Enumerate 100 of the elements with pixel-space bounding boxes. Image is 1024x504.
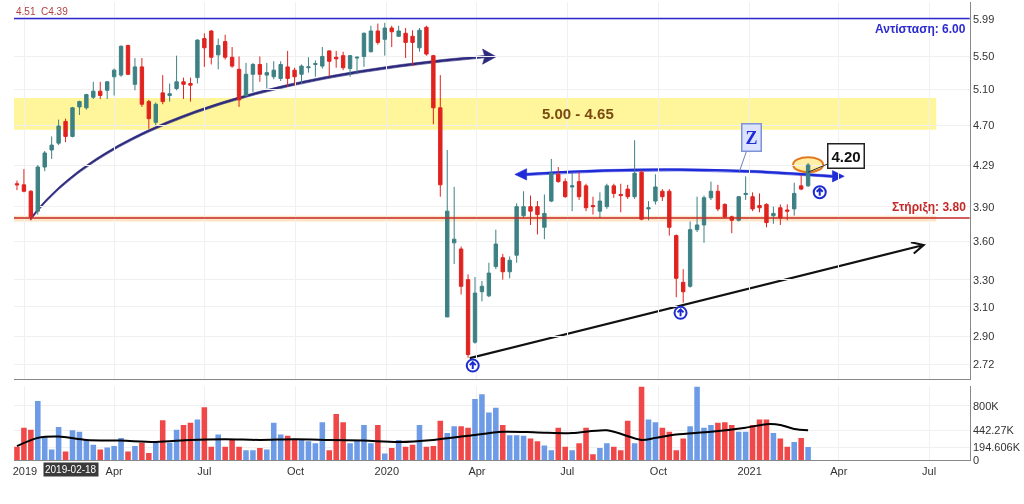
candlestick xyxy=(285,50,290,88)
x-tick-label: Apr xyxy=(105,464,124,477)
candlestick xyxy=(56,119,61,146)
x-tick-label: Jul xyxy=(560,464,575,477)
x-tick-label: Apr xyxy=(830,464,848,477)
candlestick xyxy=(778,203,783,226)
candlestick xyxy=(313,59,318,78)
candlestick xyxy=(465,273,471,359)
candlestick xyxy=(653,173,658,205)
bar xyxy=(125,451,131,461)
candlestick xyxy=(625,184,630,200)
candlestick xyxy=(486,262,492,298)
bar xyxy=(534,441,541,461)
candlestick xyxy=(764,202,769,228)
candlestick xyxy=(674,233,679,298)
candlestick xyxy=(798,174,804,191)
annotation: 4.20 xyxy=(831,147,861,165)
candlestick xyxy=(493,229,499,270)
candlestick xyxy=(556,166,561,184)
candlestick xyxy=(611,183,616,199)
candlestick xyxy=(479,280,485,302)
candlestick xyxy=(132,57,138,91)
candlestick xyxy=(250,62,256,93)
candlestick xyxy=(42,150,47,172)
x-tick-label: 2019 xyxy=(12,464,38,477)
candlestick xyxy=(361,32,367,68)
y-tick-label: 5.99 xyxy=(972,13,995,26)
bar xyxy=(382,453,388,461)
candlestick xyxy=(28,189,34,221)
annotation: Z xyxy=(745,127,758,148)
candlestick xyxy=(417,27,422,53)
candlestick xyxy=(660,188,665,202)
candlestick xyxy=(646,200,651,221)
candlestick xyxy=(139,57,145,108)
candlestick xyxy=(236,55,242,108)
candlestick xyxy=(299,63,304,84)
candlestick xyxy=(195,38,200,84)
bar xyxy=(791,441,797,461)
candlestick xyxy=(340,51,346,71)
candlestick xyxy=(403,27,408,59)
bar xyxy=(805,447,811,461)
bar xyxy=(375,424,381,461)
candlestick xyxy=(549,158,554,203)
candlestick xyxy=(396,25,401,38)
text: 2019-02-18 xyxy=(45,464,97,475)
y-tick-label: 5.10 xyxy=(972,83,995,96)
ref-line-label: Αντίσταση: 6.00 xyxy=(875,22,966,36)
x-tick-label: 2020 xyxy=(374,464,399,477)
candlestick xyxy=(569,172,575,212)
candlestick xyxy=(368,25,374,53)
annotation: 4.51 C4.39 xyxy=(16,6,69,17)
candlestick xyxy=(278,60,283,82)
candlestick xyxy=(451,186,457,265)
candlestick xyxy=(563,177,568,199)
candlestick xyxy=(63,118,68,143)
y-tick-label: 5.50 xyxy=(972,50,995,63)
candlestick xyxy=(680,268,686,304)
candlestick xyxy=(35,164,40,216)
candlestick xyxy=(354,55,360,75)
candlestick xyxy=(431,54,436,125)
candlestick xyxy=(687,220,693,289)
candlestick xyxy=(590,196,596,216)
candlestick xyxy=(375,23,381,46)
candlestick xyxy=(521,190,526,219)
candlestick xyxy=(347,54,353,78)
candlestick xyxy=(188,77,193,103)
y-tick-label: 0 xyxy=(972,454,980,467)
bar xyxy=(499,424,506,461)
candlestick xyxy=(722,202,728,219)
candlestick xyxy=(639,169,644,221)
candlestick xyxy=(576,171,582,201)
candlestick xyxy=(160,74,165,105)
y-tick-label: 4.29 xyxy=(972,158,995,171)
candlestick xyxy=(618,183,623,213)
candlestick xyxy=(597,191,603,219)
candlestick xyxy=(118,44,124,78)
candlestick xyxy=(222,34,228,61)
candlestick xyxy=(382,22,387,57)
candlestick xyxy=(410,29,415,67)
candlestick xyxy=(604,183,610,210)
candlestick xyxy=(84,93,89,111)
candlestick xyxy=(472,276,478,345)
y-tick-label: 3.30 xyxy=(972,273,995,286)
y-tick-label: 3.90 xyxy=(972,200,995,213)
candlestick xyxy=(21,168,27,193)
candlestick xyxy=(708,181,714,201)
x-tick-label: Oct xyxy=(286,464,305,477)
bar xyxy=(305,441,312,461)
candlestick xyxy=(334,50,339,69)
candlestick xyxy=(98,81,103,100)
candlestick xyxy=(91,81,96,100)
x-tick-label: Jul xyxy=(197,464,212,477)
y-tick-label: 800K xyxy=(972,399,1000,412)
candlestick xyxy=(458,246,464,295)
candlestick xyxy=(632,139,637,200)
candlestick xyxy=(438,74,443,198)
candlestick xyxy=(125,44,131,76)
candlestick xyxy=(757,192,762,213)
candlestick xyxy=(320,46,325,70)
candlestick xyxy=(500,253,505,281)
